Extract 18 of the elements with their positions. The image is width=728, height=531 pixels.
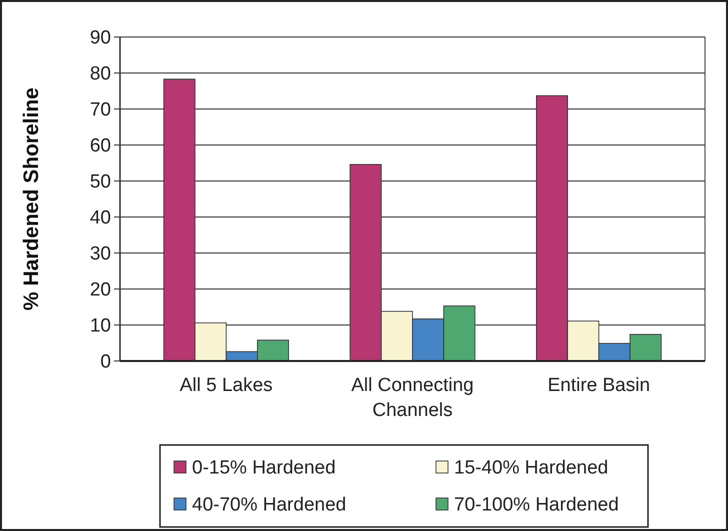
y-tick-label: 90: [90, 28, 111, 49]
y-tick-label: 80: [90, 64, 111, 85]
y-tick-label: 50: [90, 172, 111, 193]
legend-label: 70-100% Hardened: [454, 494, 619, 516]
x-tick-label: All Connecting Channels: [351, 375, 474, 421]
y-tick-label: 0: [100, 352, 111, 373]
y-tick-label: 30: [90, 244, 111, 265]
y-tick-label: 10: [90, 316, 111, 337]
x-tick-label: Entire Basin: [548, 375, 650, 396]
y-tick-label: 20: [90, 280, 111, 301]
y-tick-label: 40: [90, 208, 111, 229]
y-axis-title: % Hardened Shoreline: [20, 88, 43, 310]
legend-label: 0-15% Hardened: [192, 458, 336, 479]
legend-label: 40-70% Hardened: [192, 494, 346, 516]
x-tick-label: All 5 Lakes: [180, 375, 273, 396]
y-tick-label: 70: [90, 100, 111, 121]
legend-label: 15-40% Hardened: [454, 458, 608, 479]
y-tick-label: 60: [90, 136, 111, 157]
